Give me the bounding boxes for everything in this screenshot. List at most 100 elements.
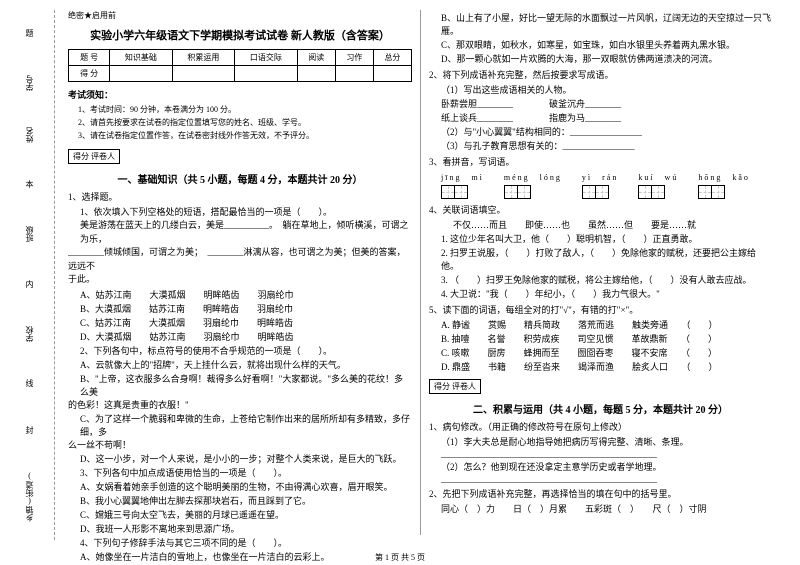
right-column: B、山上有了小屋，好比一望无际的水面飘过一片风帆，辽阔无边的天空掠过一只飞雁。 … [420,10,780,535]
sq2-words: 同心（ ）力 日（ ）月累 五彩斑（ ） 尺（ ）寸阴 [441,502,772,515]
char-grid [638,185,678,199]
q1-sub3a: A、女娲看着她亲手创造的这个聪明美丽的生物，不由得满心欢喜，眉开眼笑。 [80,480,412,493]
q1-sub2d: C、为了这样一个脆弱和卑微的生命，上苍给它制作出来的居所所却有多精致，多仔细，多 [80,412,412,438]
pinyin-group: jīng mì [441,172,484,199]
pinyin-group: méng lóng [504,172,562,199]
sidebar-mark: 内 [26,279,34,290]
q5: 5、读下面的词语，每组全对的打"√"，有错的打"×"。 [429,303,772,316]
char-grid [504,185,562,199]
score-table: 题 号 知识基础 积累运用 口语交际 阅读 习作 总分 得 分 [68,49,412,82]
td: 得 分 [69,66,110,82]
confidential-mark: 绝密★启用前 [68,10,412,21]
pinyin-group: hōng kǎo [698,172,750,199]
td [235,66,298,82]
sq1-line: ________________________________________… [441,449,772,459]
notice-item: 3、请在试卷指定位置作答，在试卷密封线外作答无效，不予评分。 [78,130,412,141]
char-grid [441,185,484,199]
td [297,66,335,82]
pinyin: méng lóng [504,172,562,183]
char-grid [582,185,618,199]
q1-sub2b: B、"上帝，这衣服多么合身啊！裁得多么好看啊！"大家都说。"多么美的花纹！多么美 [80,372,412,398]
th: 阅读 [297,50,335,66]
q1-opt: C、姑苏江南 大漠孤烟 羽扇纶巾 明眸皓齿 [80,316,412,329]
q1-text: 美是游荡在蓝天上的几缕白云，美是__________。 躺在草地上，倾听横溪，可… [80,219,412,246]
binding-sidebar: 题 学号 姓名 本 班级 内 学校 线 封 乡镇(街道) [5,10,55,540]
q2-1: （1）写出这些成语相关的人物。 [441,83,772,96]
left-column: 绝密★启用前 实验小学六年级语文下学期模拟考试试卷 新人教版（含答案） 题 号 … [60,10,420,535]
pinyin: hōng kǎo [698,172,750,183]
pinyin-row: jīng mì méng lóng yì rán kuí wú hōng kǎo [441,172,772,199]
sidebar-mark: 封 [26,425,34,436]
q2-2: （2）与"小心翼翼"结构相同的：________________ [441,125,772,138]
sq1: 1、病句修改。（用正确的修改符号在原句上修改） [429,420,772,433]
q1-text: ________倾城倾国，可谓之为美； ________淋漓从容，也可谓之为美；… [68,246,412,273]
td [110,66,173,82]
th: 总分 [373,50,411,66]
q3: 3、看拼音，写词语。 [429,155,772,168]
exam-page: 绝密★启用前 实验小学六年级语文下学期模拟考试试卷 新人教版（含答案） 题 号 … [0,0,800,545]
q1-sub2e: 么一丝不苟啊！ [68,438,412,451]
notice-item: 2、请首先按要求在试卷的指定位置填写您的姓名、班级、学号。 [78,117,412,128]
pinyin: yì rán [582,172,618,183]
td [172,66,235,82]
sq2: 2、先把下列成语补充完整，再选择恰当的填在句中的括号里。 [429,487,772,500]
q4-3: 3. （ ）扫罗王免除他家的赋税，将公主嫁给他，（ ）没有人敢去应战。 [441,273,772,286]
sidebar-field-town: 乡镇(街道) [24,472,35,522]
td [373,66,411,82]
sidebar-field-school: 学校 [24,326,35,342]
exam-title: 实验小学六年级语文下学期模拟考试试卷 新人教版（含答案） [68,27,412,43]
td [335,66,373,82]
q1-sub2f: D、这一小步，对一个人来说，是小小的一步；对整个人类来说，是巨大的飞跃。 [80,452,412,465]
section1-title: 一、基础知识（共 5 小题，每题 4 分，本题共计 20 分） [68,171,412,186]
q1-sub2: 2、下列各句中，标点符号的使用不合乎规范的一项是（ ）。 [80,344,412,357]
opt-d: D、那一颗心就如一片欢腾的大海，那一双眼就仿佛两道溃决的河流。 [441,52,772,65]
sq1-2: （2）怎么？他到现在还没拿定主意学历史或者学地理。 [441,460,772,473]
sidebar-field-class: 班级 [24,226,35,242]
q1-sub3: 3、下列各句中加点成语使用恰当的一项是（ ）。 [80,466,412,479]
q1-opt: B、大漠孤烟 姑苏江南 明眸皓齿 羽扇纶巾 [80,302,412,315]
q5b: B. 抽噎 名誉 积劳成疾 司空见惯 革故鼎新 （ ） [441,332,772,345]
q2: 2、将下列成语补充完整，然后按要求写成语。 [429,68,772,81]
q5a: A. 静谧 赏赐 精兵简政 落荒而逃 触类旁通 （ ） [441,318,772,331]
notice-item: 1、考试时间：90 分钟，本卷满分为 100 分。 [78,104,412,115]
score-box: 得分 评卷人 [68,149,120,164]
q1-sub2a: A、云就像大上的"招牌"，天上挂什么云，就将出现什么样的天气。 [80,358,412,371]
opt-c: C、那双眼睛，如秋水，如寒星，如宝珠，如白水银里头养着两丸黑水银。 [441,38,772,51]
q1-opt: D、大漠孤烟 姑苏江南 羽扇纶巾 明眸皓齿 [80,330,412,343]
q4: 4、关联词语填空。 [429,203,772,216]
opt-b: B、山上有了小屋，好比一望无际的水面飘过一片风帆，辽阔无边的天空掠过一只飞雁。 [441,11,772,37]
q1-stem: 1、选择题。 [68,190,412,203]
q4-words: 不仅……而且 即使……也 虽然……但 要是……就 [453,218,772,231]
pinyin-group: kuí wú [638,172,678,199]
pinyin-group: yì rán [582,172,618,199]
q1-sub3b: B、我小心翼翼地伸出左脚去探那块岩石，而且踩到了它。 [80,494,412,507]
q4-1: 1. 这位少年名叫大卫，他（ ）聪明机智，（ ）正直勇敢。 [441,232,772,245]
th: 题 号 [69,50,110,66]
score-box: 得分 评卷人 [429,379,481,394]
notice-title: 考试须知： [68,88,412,101]
pinyin: jīng mì [441,172,484,183]
pinyin: kuí wú [638,172,678,183]
th: 口语交际 [235,50,298,66]
char-grid [698,185,750,199]
q4-4: 4. 大卫说："我（ ）年纪小，（ ）我力气很大。" [441,287,772,300]
q1-sub3d: D、我班一人形影不离地来到思源广场。 [80,522,412,535]
sidebar-mark: 本 [26,179,34,190]
q4-2: 2. 扫罗王说服，（ ）打败了敌人，（ ）免除他家的赋税，还要把公主嫁给他。 [441,246,772,272]
section2-title: 二、积累与运用（共 4 小题，每题 5 分，本题共计 20 分） [429,401,772,416]
sq1-1: （1）李大夫总是耐心地指导她把病历写得完整、清晰、条理。 [441,435,772,448]
sidebar-mark: 题 [26,28,34,39]
q1-sub3c: C、嫦娥三号向太空飞去，美丽的月球已遥遥在望。 [80,508,412,521]
sidebar-field-id: 学号 [24,75,35,91]
q2-1b: 纸上谈兵________ 指鹿为马________ [441,111,772,124]
sq1-2line: ________________________________________… [441,474,772,484]
q1-opt: A、姑苏江南 大漠孤烟 明眸皓齿 羽扇纶巾 [80,288,412,301]
q1-sub1: 1、依次填入下列空格处的短语，搭配最恰当的一项是（ ）。 [80,205,412,218]
q5d: D. 鼎盛 书籍 纷至沓来 竭泽而渔 脍炙人口 （ ） [441,360,772,373]
th: 积累运用 [172,50,235,66]
q1-sub2c: 的色彩！这真是贵重的衣服！" [68,398,412,411]
sidebar-field-name: 姓名 [24,127,35,143]
q1-text: 于此。 [68,273,412,287]
th: 知识基础 [110,50,173,66]
q2-3: （3）与孔子教育思想有关的：________________ [441,139,772,152]
